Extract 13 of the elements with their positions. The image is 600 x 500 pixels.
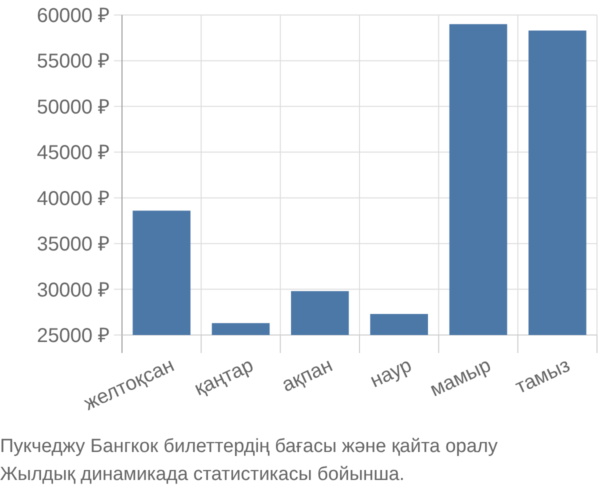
text: Пукчеджу Бангкок билеттердің бағасы және қайта оралу (0, 436, 498, 457)
x-tick-label: тамыз (512, 354, 574, 398)
x-tick-label: ақпан (278, 354, 336, 397)
text: Жылдық динамикада статистикасы бойынша. (0, 464, 405, 485)
y-tick-label: 35000 ₽ (36, 234, 110, 256)
y-tick-label: 50000 ₽ (36, 96, 110, 118)
x-tick-label: наур (366, 354, 416, 392)
y-tick-label: 25000 ₽ (36, 325, 110, 347)
y-tick-label: 55000 ₽ (36, 50, 110, 73)
y-tick-label: 30000 ₽ (36, 279, 110, 302)
y-tick-label: 40000 ₽ (36, 188, 110, 210)
y-tick-label: 60000 ₽ (36, 5, 110, 27)
y-tick-label: 45000 ₽ (36, 142, 110, 164)
